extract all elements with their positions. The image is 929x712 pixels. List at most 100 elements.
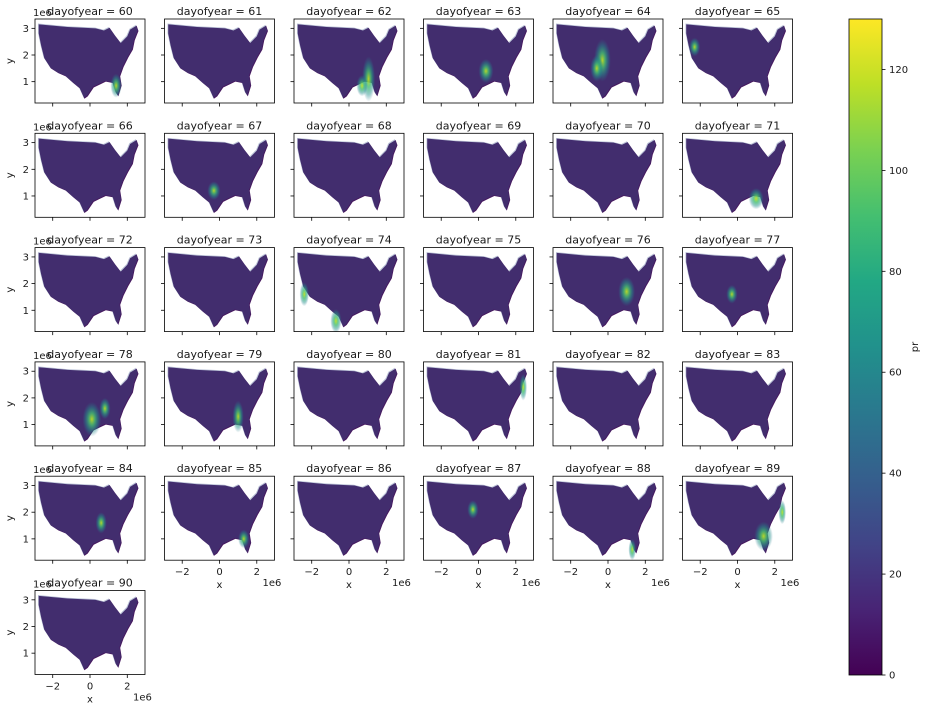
facet-panel: dayofyear = 65	[679, 5, 793, 107]
x-tick-label: −2	[434, 567, 449, 578]
precip-map-texture	[685, 137, 786, 213]
x-tick-label: 2	[254, 567, 260, 578]
panel-title: dayofyear = 79	[177, 348, 262, 361]
facet-panel: dayofyear = 79	[161, 348, 275, 450]
facet-panel: dayofyear = 71	[679, 119, 793, 221]
panel-title: dayofyear = 77	[695, 234, 780, 247]
precip-map-texture	[555, 366, 656, 441]
y-axis-label: y	[5, 401, 16, 407]
x-tick-label: 2	[124, 682, 130, 693]
precip-hotspot	[590, 55, 604, 82]
y-offset-label: 1e6	[33, 351, 52, 362]
precip-hotspot	[754, 521, 773, 551]
panel-title: dayofyear = 66	[47, 119, 132, 132]
x-tick-label: 0	[475, 567, 481, 578]
precip-map-texture	[296, 480, 397, 556]
precip-map-texture	[685, 366, 786, 441]
x-tick-label: −2	[45, 682, 60, 693]
y-offset-label: 1e6	[33, 580, 52, 591]
panel-title: dayofyear = 69	[436, 119, 521, 132]
colorbar-label: pr	[910, 341, 921, 352]
facet-panel: dayofyear = 78 1 2 3 1e6 y	[5, 348, 146, 450]
precip-hotspot	[299, 282, 309, 307]
y-axis-label: y	[5, 287, 16, 293]
y-tick-label: 2	[23, 165, 29, 176]
x-tick-label: 0	[346, 567, 352, 578]
panel-title: dayofyear = 80	[306, 348, 391, 361]
precip-hotspot	[467, 500, 479, 519]
precip-hotspot	[628, 538, 636, 561]
precip-map-texture	[37, 595, 138, 670]
panel-title: dayofyear = 89	[695, 462, 780, 475]
panel-title: dayofyear = 76	[565, 234, 650, 247]
y-tick-label: 1	[23, 306, 29, 317]
precip-hotspot	[207, 181, 221, 200]
x-offset-label: 1e6	[392, 578, 411, 589]
facet-panel: dayofyear = 70	[549, 119, 664, 221]
y-tick-label: 1	[23, 534, 29, 545]
panel-title: dayofyear = 61	[177, 5, 262, 18]
precip-hotspot	[110, 73, 122, 98]
panel-title: dayofyear = 63	[436, 5, 521, 18]
x-tick-label: 2	[772, 567, 778, 578]
y-offset-label: 1e6	[33, 465, 52, 476]
precip-map-texture	[167, 480, 268, 556]
facet-panel: dayofyear = 72 1 2 3 1e6 y	[5, 234, 146, 336]
colorbar-gradient	[849, 19, 882, 675]
x-tick-label: −2	[175, 567, 190, 578]
precip-hotspot	[519, 373, 527, 401]
precip-hotspot	[356, 75, 368, 97]
precip-hotspot	[238, 529, 250, 549]
precip-map-texture	[426, 252, 527, 327]
precip-map-texture	[167, 137, 268, 213]
panel-title: dayofyear = 70	[565, 119, 650, 132]
precip-map-texture	[426, 23, 527, 98]
precip-hotspot	[330, 308, 342, 332]
panel-title: dayofyear = 75	[436, 234, 521, 247]
x-tick-label: −2	[693, 567, 708, 578]
panel-title: dayofyear = 81	[436, 348, 521, 361]
precip-map-texture	[426, 137, 527, 213]
precip-map-texture	[37, 137, 138, 213]
facet-panel: dayofyear = 84 1 2 3 1e6 y	[5, 462, 146, 564]
y-axis-label: y	[5, 58, 16, 64]
precip-map-texture	[685, 23, 786, 98]
x-tick-label: 2	[513, 567, 519, 578]
facet-panel: dayofyear = 75	[420, 234, 534, 336]
facet-panel: dayofyear = 82	[549, 348, 664, 450]
x-axis-label: x	[735, 580, 741, 591]
x-tick-label: −2	[304, 567, 319, 578]
x-axis-label: x	[605, 580, 611, 591]
panel-title: dayofyear = 68	[306, 119, 391, 132]
y-offset-label: 1e6	[33, 237, 52, 248]
x-offset-label: 1e6	[522, 578, 541, 589]
colorbar-tick-label: 0	[889, 671, 895, 682]
y-tick-label: 3	[23, 24, 29, 35]
precip-hotspot	[726, 284, 738, 304]
colorbar-tick-label: 100	[889, 166, 908, 177]
x-tick-label: 0	[87, 682, 93, 693]
x-tick-label: 0	[734, 567, 740, 578]
y-tick-label: 2	[23, 508, 29, 519]
colorbar-tick-label: 60	[889, 368, 902, 379]
colorbar-tick-label: 40	[889, 469, 902, 480]
x-axis-label: x	[476, 580, 482, 591]
facet-panel: dayofyear = 73	[161, 234, 275, 336]
facet-panel: dayofyear = 66 1 2 3 1e6 y	[5, 119, 146, 221]
facet-panel: dayofyear = 62	[290, 5, 405, 107]
x-axis-label: x	[87, 695, 93, 706]
precip-hotspot	[99, 397, 111, 420]
precip-map-texture	[426, 366, 527, 441]
precip-map-texture	[167, 252, 268, 327]
precip-hotspot	[478, 59, 494, 83]
y-axis-label: y	[5, 629, 16, 635]
y-tick-label: 3	[23, 252, 29, 263]
colorbar-tick-label: 80	[889, 267, 902, 278]
x-axis-label: x	[217, 580, 223, 591]
facet-panel: dayofyear = 67	[161, 119, 275, 221]
facet-panel: dayofyear = 74	[290, 234, 405, 336]
precip-hotspot	[82, 401, 102, 437]
